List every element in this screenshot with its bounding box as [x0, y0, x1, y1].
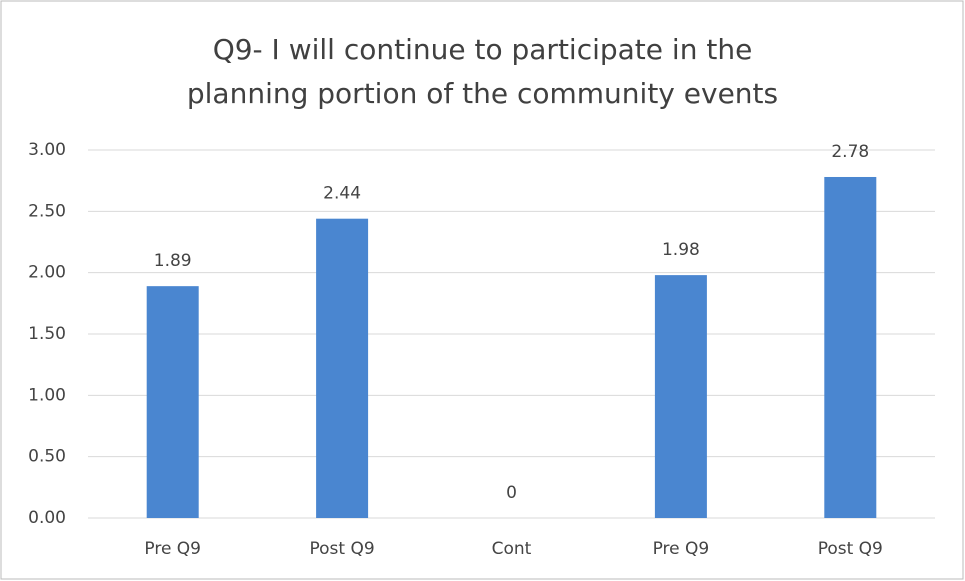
y-tick-label: 2.00	[28, 263, 66, 283]
x-tick-label: Pre Q9	[144, 539, 201, 559]
y-tick-label: 3.00	[28, 140, 66, 160]
y-tick-label: 0.00	[28, 508, 66, 528]
x-tick-label: Post Q9	[310, 539, 375, 559]
bar	[146, 286, 199, 518]
y-tick-label: 1.50	[28, 324, 66, 344]
value-label: 2.44	[323, 184, 361, 204]
x-tick-label: Cont	[492, 539, 532, 559]
y-tick-label: 1.00	[28, 385, 66, 405]
x-tick-label: Post Q9	[818, 539, 883, 559]
chart-title: Q9- I will continue to participate in th…	[186, 33, 779, 110]
x-tick-label: Pre Q9	[653, 539, 710, 559]
bar	[316, 218, 369, 518]
y-tick-label: 0.50	[28, 447, 66, 467]
value-label: 2.78	[831, 142, 869, 162]
value-label: 1.89	[154, 251, 192, 271]
value-label: 1.98	[662, 240, 700, 260]
bar	[824, 176, 877, 518]
y-tick-label: 2.50	[28, 201, 66, 221]
bar	[654, 275, 707, 518]
value-label: 0	[506, 483, 517, 503]
